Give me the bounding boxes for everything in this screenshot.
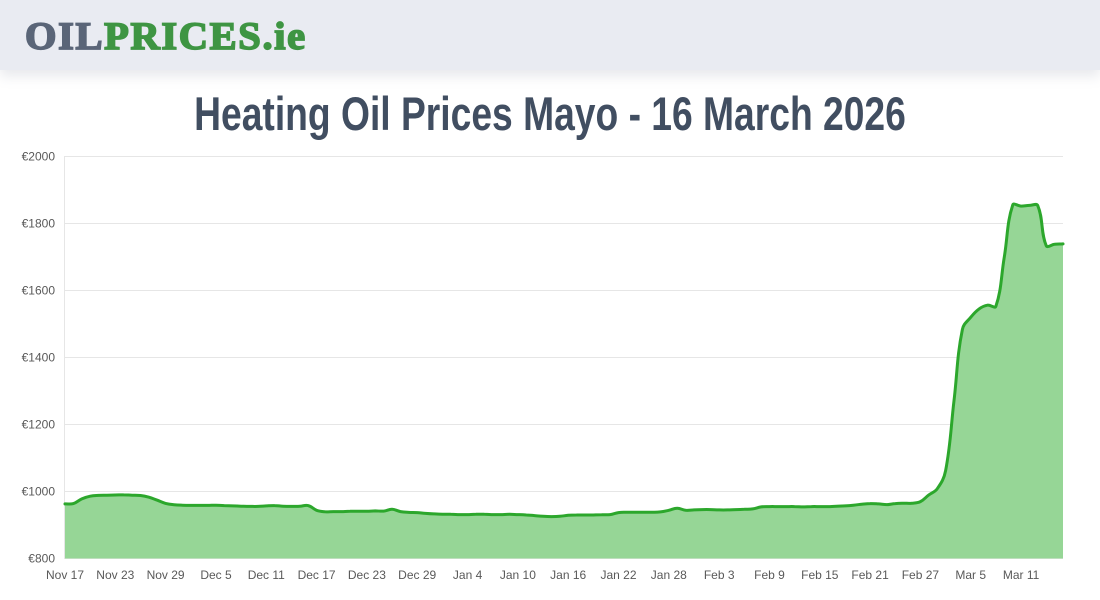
svg-text:Dec 11: Dec 11 (248, 568, 285, 582)
svg-text:Dec 23: Dec 23 (348, 568, 386, 582)
svg-text:Mar 5: Mar 5 (955, 568, 986, 582)
svg-text:Nov 17: Nov 17 (46, 568, 84, 582)
svg-text:Jan 28: Jan 28 (651, 568, 687, 582)
svg-text:Dec 5: Dec 5 (200, 568, 232, 582)
svg-text:€1600: €1600 (22, 284, 56, 298)
svg-text:Jan 10: Jan 10 (500, 568, 536, 582)
svg-text:€1000: €1000 (22, 485, 56, 499)
svg-text:Jan 22: Jan 22 (600, 568, 636, 582)
svg-text:€1400: €1400 (22, 351, 56, 365)
svg-text:Mar 11: Mar 11 (1003, 568, 1040, 582)
svg-text:Feb 15: Feb 15 (801, 568, 839, 582)
svg-text:€1200: €1200 (22, 418, 56, 432)
svg-text:Dec 29: Dec 29 (398, 568, 436, 582)
svg-text:€2000: €2000 (22, 150, 56, 164)
svg-text:Nov 29: Nov 29 (147, 568, 185, 582)
svg-text:Feb 3: Feb 3 (704, 568, 735, 582)
svg-text:€1800: €1800 (22, 217, 56, 231)
svg-text:Jan 16: Jan 16 (550, 568, 586, 582)
svg-text:Feb 21: Feb 21 (851, 568, 889, 582)
svg-text:Feb 9: Feb 9 (754, 568, 785, 582)
svg-text:€800: €800 (28, 552, 55, 566)
svg-text:Feb 27: Feb 27 (902, 568, 940, 582)
svg-text:Jan 4: Jan 4 (453, 568, 483, 582)
svg-text:Dec 17: Dec 17 (298, 568, 336, 582)
svg-text:Nov 23: Nov 23 (96, 568, 134, 582)
